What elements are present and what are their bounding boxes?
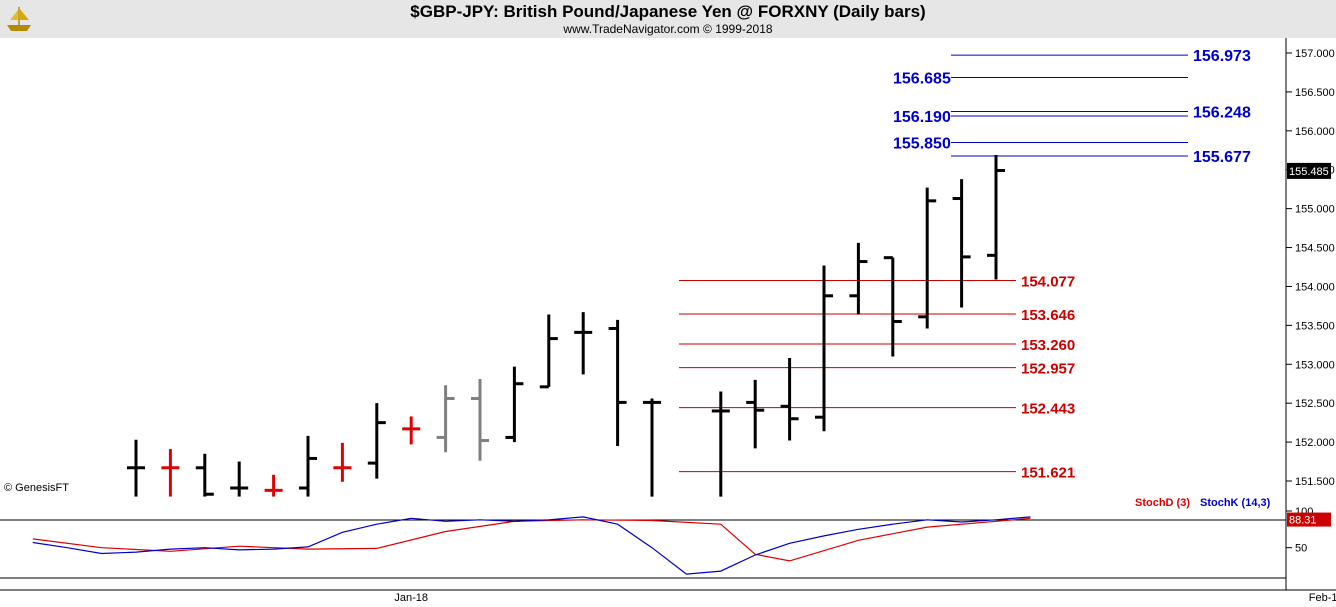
price-tick-label: 156.500: [1295, 87, 1335, 99]
ohlc-bars: [127, 154, 1005, 497]
stochastic-lines: [32, 516, 1031, 575]
resistance-label: 156.248: [1193, 105, 1251, 122]
chart-subtitle: www.TradeNavigator.com © 1999-2018: [563, 22, 773, 36]
chart-header: $GBP-JPY: British Pound/Japanese Yen @ F…: [0, 0, 1336, 38]
price-tick-label: 153.000: [1295, 359, 1335, 371]
support-label: 154.077: [1021, 273, 1075, 290]
chart-title: $GBP-JPY: British Pound/Japanese Yen @ F…: [410, 2, 926, 21]
stoch-line: [32, 517, 1031, 562]
x-axis-label: Jan-18: [394, 592, 428, 604]
price-axis: 151.500 152.000 152.500 153.000 153.500 154.0…: [1286, 48, 1335, 488]
stoch-legend: StochD (3) StochK (14,3): [1135, 497, 1271, 509]
support-label: 153.260: [1021, 337, 1075, 354]
support-label: 152.443: [1021, 401, 1075, 418]
resistance-label: 155.850: [893, 135, 951, 152]
price-tick-label: 153.500: [1295, 320, 1335, 332]
price-tick-label: 154.000: [1295, 281, 1335, 293]
stoch-value-tag: [1287, 512, 1331, 527]
resistance-label: 155.677: [1193, 149, 1251, 166]
stochk-legend: StochK (14,3): [1200, 497, 1271, 509]
resistance-label: 156.190: [893, 109, 951, 126]
support-label: 152.957: [1021, 361, 1075, 378]
current-price-label: 155.485: [1289, 166, 1329, 178]
current-price-tag: [1287, 162, 1331, 179]
x-axis-label: Feb-18: [1309, 592, 1336, 604]
stoch-tick-label: 50: [1295, 543, 1307, 555]
x-axis-labels: Jan-18 Feb-18: [394, 592, 1336, 604]
price-tick-label: 157.000: [1295, 48, 1335, 60]
support-label: 153.646: [1021, 307, 1075, 324]
copyright-text: © GenesisFT: [4, 482, 69, 494]
price-tick-label: 155.000: [1295, 204, 1335, 216]
resistance-label: 156.973: [1193, 48, 1251, 65]
stochd-legend: StochD (3): [1135, 497, 1190, 509]
price-tick-label: 152.000: [1295, 437, 1335, 449]
level-lines: 156.973 156.685 156.248 156.190 155.850 155.6…: [679, 48, 1251, 482]
price-tick-label: 154.500: [1295, 243, 1335, 255]
stoch-line: [32, 516, 1031, 575]
price-tick-label: 152.500: [1295, 398, 1335, 410]
support-label: 151.621: [1021, 465, 1075, 482]
stoch-value-label: 88.31: [1289, 515, 1317, 527]
price-tick-label: 151.500: [1295, 476, 1335, 488]
resistance-label: 156.685: [893, 71, 951, 88]
golden-ship-icon: [7, 7, 31, 31]
price-tick-label: 156.000: [1295, 126, 1335, 138]
